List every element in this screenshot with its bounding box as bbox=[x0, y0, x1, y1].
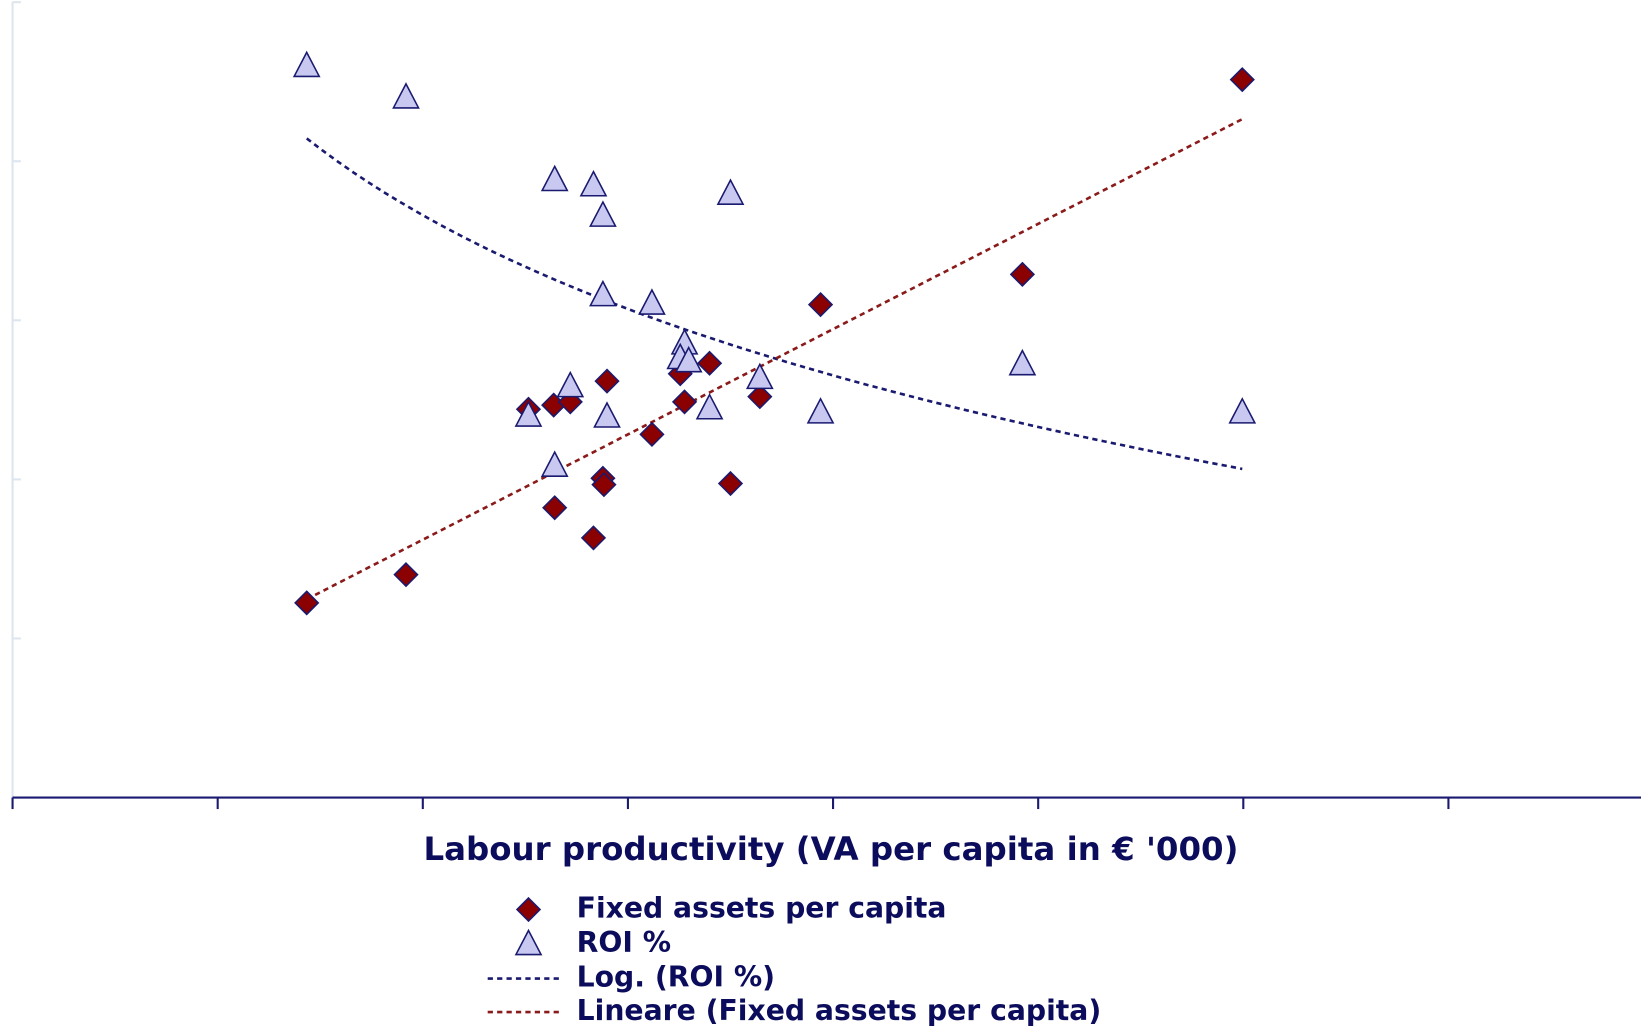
point bbox=[514, 400, 543, 427]
point bbox=[674, 345, 703, 373]
trendline bbox=[306, 118, 1243, 601]
point bbox=[716, 178, 745, 205]
point bbox=[556, 370, 585, 398]
point bbox=[589, 279, 617, 307]
legend-marker bbox=[514, 928, 543, 956]
legend-label: ROI % bbox=[577, 926, 671, 959]
point bbox=[639, 421, 665, 447]
point bbox=[591, 472, 617, 498]
point bbox=[695, 392, 724, 420]
point bbox=[1229, 67, 1255, 93]
point bbox=[540, 450, 569, 477]
point bbox=[294, 590, 320, 616]
point bbox=[579, 169, 608, 197]
point bbox=[1009, 261, 1036, 287]
legend-marker bbox=[515, 896, 542, 923]
x-axis-label: Labour productivity (VA per capita in € … bbox=[423, 830, 1238, 868]
point bbox=[580, 525, 607, 551]
point bbox=[542, 495, 568, 521]
point bbox=[807, 291, 834, 318]
point bbox=[671, 389, 698, 415]
point bbox=[747, 384, 773, 410]
point bbox=[589, 200, 617, 227]
point bbox=[1228, 397, 1257, 424]
legend-label: Lineare (Fixed assets per capita) bbox=[577, 994, 1102, 1027]
point bbox=[745, 362, 774, 390]
point bbox=[594, 368, 620, 394]
point bbox=[806, 397, 835, 424]
point bbox=[292, 50, 321, 78]
point bbox=[717, 470, 744, 497]
point bbox=[593, 401, 621, 428]
point bbox=[696, 350, 723, 376]
point bbox=[540, 164, 569, 192]
point bbox=[393, 562, 419, 588]
point bbox=[1008, 348, 1037, 376]
legend-label: Fixed assets per capita bbox=[577, 892, 947, 925]
point bbox=[392, 82, 420, 109]
legend-label: Log. (ROI %) bbox=[577, 961, 775, 994]
point bbox=[638, 288, 666, 315]
trendline bbox=[305, 137, 1243, 471]
